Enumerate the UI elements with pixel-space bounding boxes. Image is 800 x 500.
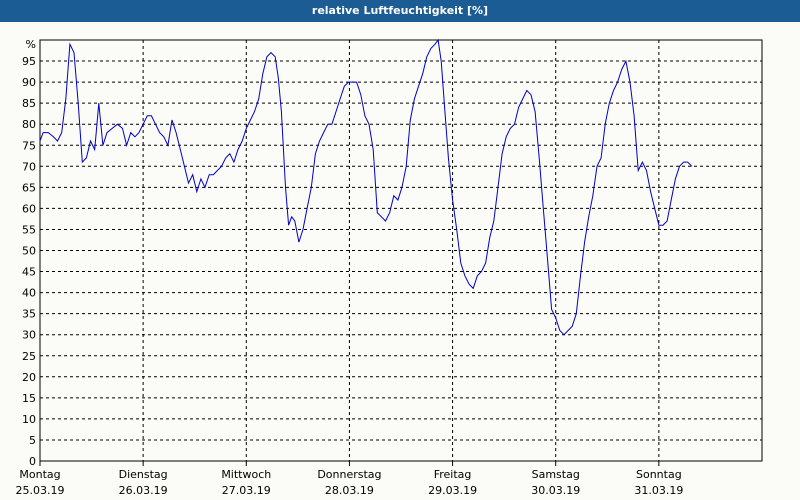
y-tick-label: 40 — [22, 287, 36, 300]
grid-lines — [40, 40, 762, 461]
x-tick-day: Donnerstag — [317, 468, 381, 481]
x-tick-day: Samstag — [532, 468, 580, 481]
y-unit-label: % — [26, 38, 36, 51]
y-tick-label: 30 — [22, 329, 36, 342]
y-tick-label: 15 — [22, 392, 36, 405]
y-tick-label: 0 — [29, 455, 36, 468]
y-tick-label: 45 — [22, 266, 36, 279]
x-tick-date: 31.03.19 — [634, 484, 683, 497]
y-tick-label: 35 — [22, 308, 36, 321]
x-tick-day: Sonntag — [636, 468, 682, 481]
x-tick-date: 27.03.19 — [222, 484, 271, 497]
y-tick-label: 20 — [22, 371, 36, 384]
y-tick-label: 65 — [22, 181, 36, 194]
x-tick-date: 28.03.19 — [325, 484, 374, 497]
y-tick-label: 95 — [22, 55, 36, 68]
x-tick-date: 25.03.19 — [16, 484, 65, 497]
y-tick-label: 85 — [22, 97, 36, 110]
y-tick-label: 80 — [22, 118, 36, 131]
x-tick-labels: Montag 25.03.19 Dienstag 26.03.19 Mittwoch 27… — [16, 461, 683, 497]
x-tick-date: 29.03.19 — [428, 484, 477, 497]
x-tick-day: Mittwoch — [221, 468, 271, 481]
y-tick-label: 55 — [22, 223, 36, 236]
x-tick-day: Montag — [19, 468, 60, 481]
y-tick-label: 90 — [22, 76, 36, 89]
y-tick-labels: 0 5 10 15 20 25 30 35 40 45 50 55 60 65 70 75 80 85 90 95% — [22, 38, 36, 468]
chart-title: relative Luftfeuchtigkeit [%] — [0, 0, 800, 22]
x-tick-date: 30.03.19 — [531, 484, 580, 497]
y-tick-label: 25 — [22, 350, 36, 363]
humidity-series-line — [39, 38, 693, 336]
x-tick-day: Dienstag — [119, 468, 168, 481]
y-tick-label: 10 — [22, 413, 36, 426]
y-tick-label: 60 — [22, 202, 36, 215]
y-tick-label: 50 — [22, 245, 36, 258]
x-tick-date: 26.03.19 — [119, 484, 168, 497]
y-tick-label: 75 — [22, 139, 36, 152]
y-tick-label: 5 — [29, 434, 36, 447]
x-tick-day: Freitag — [434, 468, 472, 481]
y-tick-label: 70 — [22, 160, 36, 173]
